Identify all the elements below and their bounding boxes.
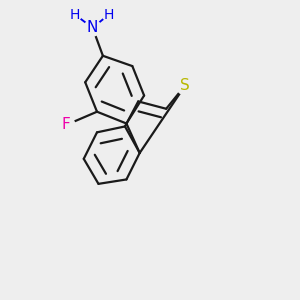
Text: N: N: [87, 20, 98, 35]
Ellipse shape: [68, 8, 81, 21]
Text: F: F: [62, 118, 70, 133]
Text: H: H: [103, 8, 114, 22]
Text: H: H: [70, 8, 80, 22]
Text: S: S: [181, 78, 190, 93]
Ellipse shape: [57, 117, 75, 133]
Ellipse shape: [176, 76, 195, 94]
Ellipse shape: [102, 8, 115, 21]
Ellipse shape: [84, 20, 101, 36]
